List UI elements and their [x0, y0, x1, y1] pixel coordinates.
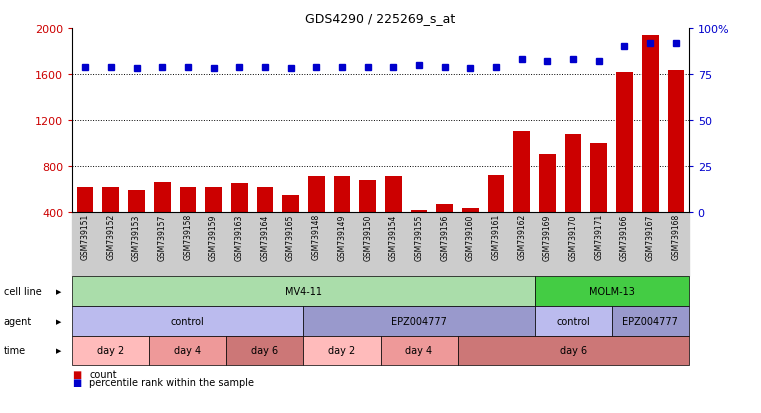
Text: EPZ004777: EPZ004777 — [622, 316, 678, 326]
Text: ■: ■ — [72, 377, 81, 387]
Text: MV4-11: MV4-11 — [285, 286, 322, 296]
Text: ■: ■ — [72, 369, 81, 379]
Bar — [256, 188, 273, 212]
Bar — [642, 36, 658, 212]
Text: cell line: cell line — [4, 286, 42, 296]
Bar — [667, 71, 684, 212]
Bar — [591, 143, 607, 212]
Bar — [231, 184, 247, 212]
Bar — [282, 195, 299, 212]
Text: day 2: day 2 — [97, 346, 125, 356]
Bar — [128, 190, 145, 212]
Text: control: control — [556, 316, 590, 326]
Bar — [488, 176, 505, 212]
Bar — [205, 187, 222, 212]
Text: percentile rank within the sample: percentile rank within the sample — [89, 377, 254, 387]
Text: day 6: day 6 — [559, 346, 587, 356]
Bar — [333, 177, 350, 212]
Bar — [154, 183, 170, 212]
Text: day 6: day 6 — [251, 346, 279, 356]
Bar — [411, 211, 428, 212]
Bar — [359, 181, 376, 212]
Bar — [565, 134, 581, 212]
Text: day 4: day 4 — [406, 346, 432, 356]
Text: ▶: ▶ — [56, 288, 62, 294]
Text: GDS4290 / 225269_s_at: GDS4290 / 225269_s_at — [305, 12, 456, 25]
Bar — [514, 132, 530, 212]
Text: count: count — [89, 369, 116, 379]
Text: time: time — [4, 346, 26, 356]
Text: control: control — [171, 316, 205, 326]
Bar — [180, 188, 196, 212]
Bar — [462, 209, 479, 212]
Bar — [616, 72, 633, 212]
Text: day 2: day 2 — [328, 346, 355, 356]
Bar — [436, 204, 453, 212]
Text: day 4: day 4 — [174, 346, 202, 356]
Bar — [539, 155, 556, 212]
Text: ▶: ▶ — [56, 318, 62, 324]
Text: ▶: ▶ — [56, 348, 62, 354]
Text: EPZ004777: EPZ004777 — [391, 316, 447, 326]
Bar — [385, 176, 402, 212]
Text: agent: agent — [4, 316, 32, 326]
Bar — [103, 188, 119, 212]
Bar — [77, 187, 94, 212]
Text: MOLM-13: MOLM-13 — [589, 286, 635, 296]
Bar — [308, 177, 325, 212]
